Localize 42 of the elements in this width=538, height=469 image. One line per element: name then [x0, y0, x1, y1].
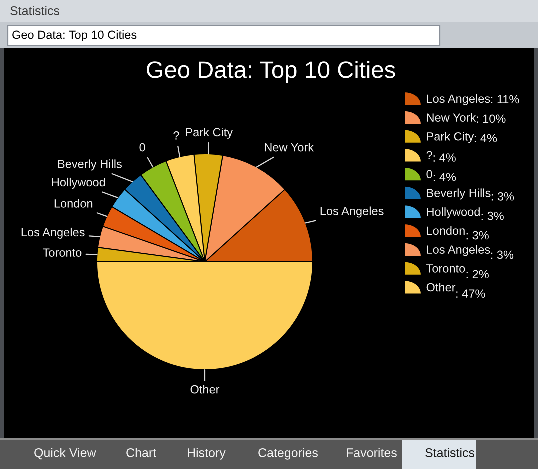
slice-label: Park City	[186, 128, 234, 139]
legend-label: New York	[427, 113, 476, 122]
legend-label: Los Angeles	[427, 94, 490, 106]
text: History	[188, 448, 226, 460]
slice-label: London	[54, 199, 93, 208]
slice-label: Hollywood	[52, 178, 106, 189]
slice-label: ?	[174, 132, 180, 140]
text: Statistics	[10, 6, 60, 16]
text: Quick View	[34, 448, 96, 460]
legend-label: Park City	[427, 132, 474, 144]
data-label: : 3%	[466, 231, 489, 240]
data-label: : 3%	[492, 192, 514, 201]
data-label: : 47%	[456, 290, 486, 298]
text: Categories	[258, 448, 318, 460]
slice-label: 0	[140, 143, 146, 152]
text: Chart	[126, 448, 156, 458]
legend-label: Hollywood	[427, 208, 480, 219]
legend-label: 0	[426, 170, 432, 179]
slice-label: Toronto	[43, 248, 82, 257]
text: Favorites	[347, 448, 397, 458]
slice-label: New York	[265, 143, 314, 152]
slice-label: Beverly Hills	[58, 160, 122, 171]
data-label: : 11%	[491, 95, 520, 104]
data-label: : 10%	[477, 114, 506, 124]
chart-title: Geo Data: Top 10 Cities	[147, 60, 396, 84]
data-label: : 4%	[474, 134, 498, 142]
text: Statistics	[426, 448, 475, 458]
legend-label: Los Angeles	[427, 245, 490, 256]
data-label: : 4%	[434, 173, 456, 182]
data-label: : 4%	[434, 154, 456, 162]
slice-label: Los Angeles	[22, 228, 85, 239]
data-label: : 3%	[491, 250, 514, 260]
legend-label: London	[427, 226, 465, 236]
slice-label: Other	[190, 385, 220, 394]
data-label: : 3%	[482, 212, 504, 220]
legend-label: ?	[426, 151, 432, 160]
legend-label: Beverly Hills	[427, 188, 491, 200]
slice-label: Los Angeles	[320, 206, 384, 218]
legend-label: Other	[426, 283, 456, 292]
data-label: : 2%	[466, 270, 489, 279]
text: Geo Data: Top 10 Cities	[12, 30, 137, 42]
legend-label: Toronto	[426, 264, 466, 273]
